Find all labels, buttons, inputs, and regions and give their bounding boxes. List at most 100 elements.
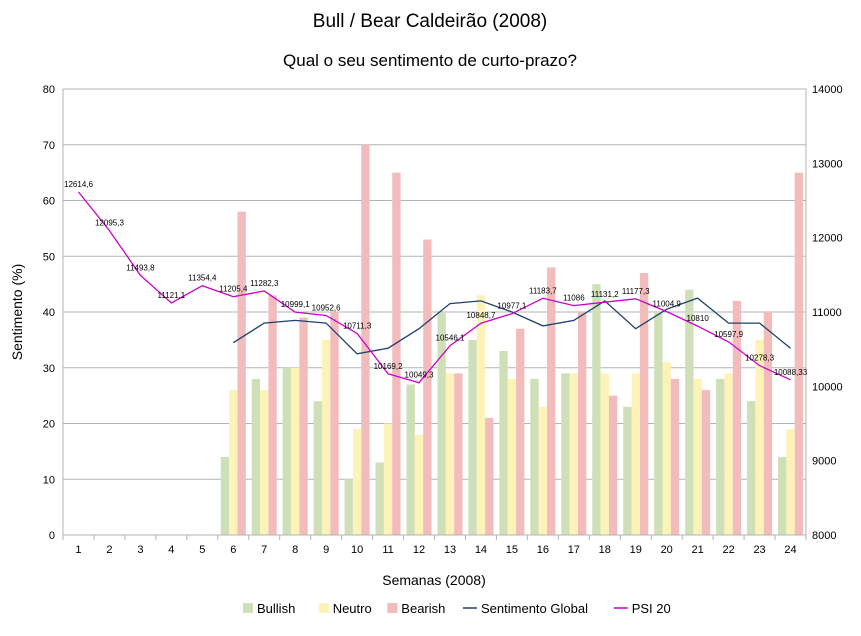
bar-bullish — [313, 401, 322, 535]
psi20-data-label: 10810 — [687, 314, 710, 323]
x-tick-label: 11 — [382, 544, 393, 556]
x-tick-label: 24 — [784, 544, 796, 556]
x-tick-label: 20 — [661, 544, 673, 556]
psi20-data-label: 10088,33 — [774, 368, 808, 377]
bar-bearish — [299, 317, 308, 535]
bar-bullish — [251, 378, 261, 535]
psi20-data-label: 10999,1 — [281, 300, 310, 309]
bar-bullish — [344, 479, 353, 535]
bar-neutro — [600, 373, 609, 535]
bar-neutro — [291, 367, 300, 535]
bar-bullish — [623, 406, 632, 535]
bar-bearish — [794, 172, 804, 535]
legend-swatch — [318, 603, 329, 613]
bar-neutro — [476, 295, 486, 535]
legend: Bullish Neutro Bearish Sentimento Global PSI… — [243, 601, 671, 616]
legend-label: PSI 20 — [632, 601, 671, 616]
bar-bullish — [747, 401, 756, 535]
bar-bearish — [608, 395, 618, 535]
psi20-data-label: 11004,9 — [653, 300, 682, 309]
y-tick-label: 70 — [43, 140, 55, 152]
bar-bullish — [592, 284, 601, 535]
x-tick-label: 16 — [537, 544, 549, 556]
x-tick-label: 18 — [599, 544, 611, 556]
bar-bearish — [639, 272, 649, 535]
x-tick-label: 10 — [351, 544, 363, 556]
x-tick-label: 4 — [168, 544, 174, 556]
legend-item: PSI 20 — [613, 601, 671, 616]
line-psi-20 — [77, 191, 791, 384]
psi20-data-label: 10597,9 — [714, 330, 743, 339]
psi20-data-label: 11354,4 — [188, 274, 217, 283]
y-tick-label: 60 — [43, 196, 55, 208]
psi20-data-label: 10278,3 — [745, 354, 774, 363]
x-tick-label: 9 — [323, 544, 329, 556]
bar-bullish — [220, 456, 230, 535]
bar-bearish — [547, 267, 556, 535]
legend-item: Bullish — [243, 601, 295, 616]
x-tick-label: 1 — [75, 544, 81, 556]
bar-bearish — [268, 295, 277, 535]
bar-bearish — [485, 417, 494, 535]
bar-neutro — [445, 373, 455, 535]
legend-swatch — [387, 603, 398, 613]
bar-neutro — [383, 423, 393, 535]
bar-neutro — [693, 378, 702, 535]
y2-tick-label: 8000 — [812, 530, 836, 542]
psi20-data-label: 10546,1 — [436, 334, 465, 343]
legend-swatch — [243, 603, 253, 613]
bar-neutro — [260, 390, 269, 535]
y-tick-label: 40 — [43, 307, 55, 319]
legend-label: Bullish — [257, 601, 295, 616]
bar-bullish — [530, 378, 539, 535]
legend-item: Neutro — [318, 601, 372, 616]
x-tick-label: 21 — [692, 544, 704, 556]
y-tick-label: 50 — [43, 251, 55, 263]
bar-neutro — [414, 434, 424, 535]
x-tick-label: 19 — [630, 544, 642, 556]
x-tick-label: 15 — [506, 544, 518, 556]
y-tick-label: 20 — [43, 419, 55, 431]
psi20-data-label: 11086 — [563, 294, 585, 303]
bar-bearish — [732, 300, 742, 535]
bar-neutro — [662, 362, 671, 535]
bar-bullish — [561, 373, 570, 535]
x-tick-label: 2 — [106, 544, 112, 556]
psi20-data-label: 10952,6 — [312, 304, 341, 313]
psi20-data-label: 12095,3 — [95, 219, 124, 228]
bar-neutro — [538, 406, 548, 535]
bar-bullish — [716, 378, 725, 535]
y-tick-label: 80 — [43, 84, 55, 96]
bar-bullish — [468, 339, 477, 535]
x-tick-label: 13 — [444, 544, 456, 556]
x-tick-label: 8 — [292, 544, 298, 556]
bar-bearish — [763, 312, 773, 535]
legend-item: Bearish — [387, 601, 445, 616]
psi20-data-label: 10977,1 — [497, 302, 526, 311]
bar-bullish — [406, 384, 415, 535]
psi20-data-label: 10848,7 — [466, 311, 495, 320]
x-tick-label: 14 — [475, 544, 487, 556]
psi20-data-label: 11177,3 — [622, 287, 650, 296]
bar-bullish — [375, 462, 384, 535]
y-axis-label: Sentimento (%) — [9, 264, 25, 360]
psi20-data-label: 11282,3 — [250, 279, 279, 288]
y2-tick-label: 11000 — [812, 307, 842, 319]
bar-bearish — [577, 312, 587, 535]
x-tick-label: 12 — [413, 544, 425, 556]
bar-bearish — [330, 312, 339, 535]
bar-bearish — [516, 328, 525, 535]
bar-bearish — [392, 172, 401, 535]
bar-neutro — [755, 339, 764, 535]
bar-bearish — [423, 239, 432, 535]
x-tick-label: 22 — [722, 544, 734, 556]
x-tick-label: 7 — [261, 544, 267, 556]
line-sentimento-global — [232, 297, 791, 355]
x-axis-label: Semanas (2008) — [382, 572, 486, 588]
psi20-data-label: 11493,8 — [126, 263, 155, 272]
legend-item: Sentimento Global — [463, 601, 588, 616]
x-tick-label: 17 — [568, 544, 580, 556]
bar-neutro — [631, 373, 640, 535]
psi20-data-label: 10711,3 — [343, 321, 372, 330]
